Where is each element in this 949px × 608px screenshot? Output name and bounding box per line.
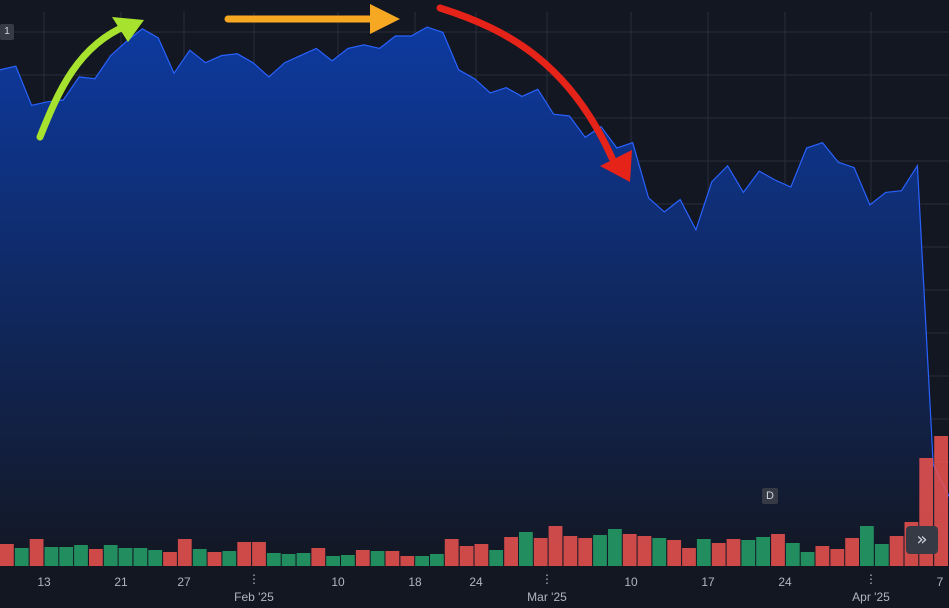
volume-bar-up [14,548,29,566]
x-tick-label: 21 [114,575,128,589]
volume-bar-down [474,544,489,566]
volume-bar-up [296,553,311,566]
volume-bar-up [489,550,504,566]
volume-bar-down [252,542,266,566]
x-tick-label: 17 [701,575,715,589]
volume-bar-down [771,534,785,566]
price-line [0,26,949,497]
volume-bar-down [89,549,103,566]
volume-bar-up [593,535,607,566]
volume-bar-up [326,556,340,566]
volume-bar-up [148,550,163,566]
volume-bar-up [370,551,385,566]
volume-bar-up [800,552,815,566]
volume-bar-down [726,539,741,566]
volume-bar-up [519,532,533,566]
volume-bar-down [667,540,682,566]
volume-bar-down [400,556,415,566]
x-tick-label: 24 [778,575,792,589]
volume-bar-down [845,538,859,566]
x-tick-label: 24 [469,575,483,589]
volume-bar-up [608,529,622,566]
x-tick-label: Apr '25 [852,590,890,604]
price-scale-badge: 1 [0,24,14,40]
volume-bar-up [222,551,237,566]
volume-bar-down [0,544,14,566]
volume-bar-down [622,534,637,566]
volume-bar-down [533,538,548,566]
volume-bar-down [459,546,474,566]
volume-bar-up [192,549,207,566]
month-tick-mark: ⋮ [541,572,553,586]
x-tick-label: 10 [624,575,638,589]
x-tick-label: Mar '25 [527,590,567,604]
volume-bar-down [815,546,830,566]
volume-bar-up [785,543,800,566]
volume-bar-down [563,536,578,566]
volume-bar-down [682,548,696,566]
x-tick-label: 18 [408,575,422,589]
volume-bar-down [637,536,652,566]
volume-bar-up [874,544,889,566]
volume-bar-down [237,542,252,566]
volume-bar-down [163,552,177,566]
volume-bar-up [741,540,756,566]
x-tick-label: 27 [177,575,191,589]
volume-bar-up [430,554,444,566]
volume-bar-down [355,550,370,566]
red-down-arrow [436,4,632,182]
volume-bar-up [118,548,133,566]
volume-bar-down [830,549,845,566]
x-tick-label: 13 [37,575,51,589]
month-tick-mark: ⋮ [865,572,877,586]
volume-bar-down [385,551,400,566]
volume-bar-up [74,545,88,566]
volume-bar-up [133,548,148,566]
volume-bar-up [652,538,667,566]
x-tick-label: 10 [331,575,345,589]
volume-bar-down [177,539,192,566]
orange-right-arrow [224,4,400,34]
volume-bar-down [311,548,326,566]
volume-bar-up [756,537,770,566]
volume-bar-down [889,536,904,566]
volume-bar-up [103,545,118,566]
time-axis-labels: 13 21 27 Feb '25 10 18 24 Mar '25 10 17 … [37,572,943,604]
volume-bar-up [341,555,355,566]
volume-bar-down [578,538,593,566]
volume-bar-down [504,537,518,566]
volume-bar-up [44,547,59,566]
volume-bar-up [281,554,296,566]
month-tick-mark: ⋮ [248,572,260,586]
volume-bar-up [415,556,429,566]
x-tick-label: Feb '25 [234,590,274,604]
volume-bar-up [59,547,74,566]
scroll-to-realtime-button[interactable]: » [906,526,938,554]
dividend-marker[interactable]: D [762,488,778,504]
volume-bar-down [29,539,44,566]
volume-bar-down [548,526,563,566]
x-tick-label: 7 [937,575,944,589]
volume-bar-up [860,526,874,566]
volume-bar-up [696,539,711,566]
volume-bar-down [711,543,726,566]
green-up-arrow [36,17,144,141]
volume-bar-down [207,552,222,566]
volume-bar-down [444,539,459,566]
price-area-fill [0,27,949,567]
volume-bar-up [266,553,281,566]
